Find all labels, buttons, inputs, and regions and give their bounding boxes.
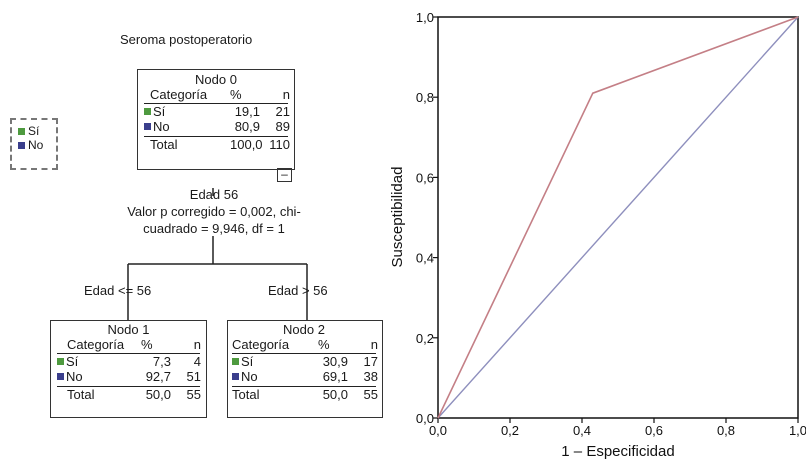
x-tick-label: 0,4	[573, 423, 591, 438]
x-tick-label: 0,0	[429, 423, 447, 438]
y-tick-label: 0,8	[416, 90, 434, 105]
blue-swatch-icon	[232, 373, 239, 380]
col-n-header: n	[282, 87, 290, 102]
y-axis-label: Susceptibilidad	[389, 167, 406, 268]
legend: Sí No	[10, 118, 58, 170]
collapse-node-button[interactable]: –	[277, 168, 292, 182]
row-pct: 30,9	[322, 354, 348, 369]
row-pct: 19,1	[234, 104, 260, 119]
legend-label: No	[28, 138, 44, 152]
x-tick-label: 1,0	[789, 423, 806, 438]
col-category-header: Categoría	[232, 337, 290, 352]
node-1: Nodo 1 Categoría % n Sí 7,3 4 No 92,7 51…	[50, 320, 207, 418]
node-table: Categoría % n	[144, 87, 290, 102]
row-n: 51	[186, 369, 201, 384]
col-pct-header: %	[318, 337, 330, 352]
blue-swatch-icon	[57, 373, 64, 380]
y-tick-label: 0,0	[416, 411, 434, 426]
blue-swatch-icon	[18, 141, 25, 149]
y-tick-label: 0,4	[416, 251, 434, 266]
edge-label-left: Edad <= 56	[84, 283, 152, 298]
row-n: 21	[275, 104, 290, 119]
node-total: Total 100,0 110	[144, 137, 290, 152]
tree-connectors	[127, 188, 308, 320]
col-n-header: n	[370, 337, 378, 352]
split-line-1: Valor p corregido = 0,002, chi-	[127, 204, 301, 219]
node-table: Categoría % n	[57, 337, 201, 352]
node-table: Categoría % n	[232, 337, 378, 352]
green-swatch-icon	[144, 108, 151, 115]
x-tick-label: 0,2	[501, 423, 519, 438]
node-title: Nodo 2	[283, 322, 325, 337]
total-n: 55	[186, 387, 201, 402]
row-n: 17	[363, 354, 378, 369]
total-label: Total	[232, 387, 260, 402]
node-rows: Sí 30,9 17 No 69,1 38	[232, 354, 378, 384]
col-category-header: Categoría	[67, 337, 125, 352]
row-pct: 69,1	[322, 369, 348, 384]
total-n: 110	[269, 137, 290, 152]
node-0: Nodo 0 Categoría % n Sí 19,1 21 No 80,9 …	[137, 69, 295, 170]
total-pct: 100,0	[230, 137, 263, 152]
node-total: Total 50,0 55	[232, 387, 378, 402]
node-rows: Sí 7,3 4 No 92,7 51	[57, 354, 201, 384]
node-title: Nodo 0	[195, 72, 237, 87]
x-tick-label: 0,6	[645, 423, 663, 438]
legend-item-si: Sí	[18, 124, 56, 138]
y-tick-label: 0,2	[416, 331, 434, 346]
row-pct: 92,7	[145, 369, 171, 384]
row-label-no: No	[144, 119, 230, 134]
legend-label: Sí	[28, 124, 40, 138]
row-pct: 80,9	[234, 119, 260, 134]
green-swatch-icon	[57, 358, 64, 365]
blue-swatch-icon	[144, 123, 151, 130]
x-tick-label: 0,8	[717, 423, 735, 438]
node-title: Nodo 1	[107, 322, 150, 337]
row-label-si: Sí	[232, 354, 318, 369]
row-label-si: Sí	[57, 354, 141, 369]
row-label-no: No	[57, 369, 141, 384]
roc-ticks: 0,0 0,2 0,4 0,6 0,8 1,0 0,0 0,2 0,4 0,6 0,8 1,0	[416, 10, 806, 438]
y-tick-label: 0,6	[416, 170, 434, 185]
node-2: Nodo 2 Categoría % n Sí 30,9 17 No 69,1 …	[227, 320, 383, 418]
total-label: Total	[150, 137, 178, 152]
total-pct: 50,0	[322, 387, 348, 402]
node-total: Total 50,0 55	[57, 387, 201, 402]
row-pct: 7,3	[152, 354, 171, 369]
row-n: 38	[363, 369, 378, 384]
total-label: Total	[67, 387, 95, 402]
roc-curve	[437, 16, 799, 419]
roc-chart: 0,0 0,2 0,4 0,6 0,8 1,0 0,0 0,2 0,4 0,6 0,8 1,0 1 –…	[389, 10, 806, 459]
col-n-header: n	[193, 337, 201, 352]
green-swatch-icon	[232, 358, 239, 365]
reference-line	[437, 16, 799, 419]
total-pct: 50,0	[145, 387, 171, 402]
split-line-2: cuadrado = 9,946, df = 1	[143, 221, 285, 236]
row-n: 89	[275, 119, 290, 134]
y-tick-label: 1,0	[416, 10, 434, 25]
split-info: Edad 56 Valor p corregido = 0,002, chi- …	[83, 186, 345, 237]
plot-frame	[437, 16, 799, 419]
x-axis-label: 1 – Especificidad	[561, 443, 674, 459]
col-pct-header: %	[230, 87, 242, 102]
col-pct-header: %	[141, 337, 153, 352]
row-n: 4	[193, 354, 201, 369]
green-swatch-icon	[18, 127, 25, 135]
split-variable: Edad 56	[189, 187, 239, 202]
row-label-no: No	[232, 369, 318, 384]
node-rows: Sí 19,1 21 No 80,9 89	[144, 104, 290, 134]
edge-label-right: Edad > 56	[268, 283, 328, 298]
total-n: 55	[363, 387, 378, 402]
tree-title: Seroma postoperatorio	[120, 32, 253, 47]
legend-item-no: No	[18, 138, 56, 152]
row-label-si: Sí	[144, 104, 230, 119]
col-category-header: Categoría	[150, 87, 208, 102]
